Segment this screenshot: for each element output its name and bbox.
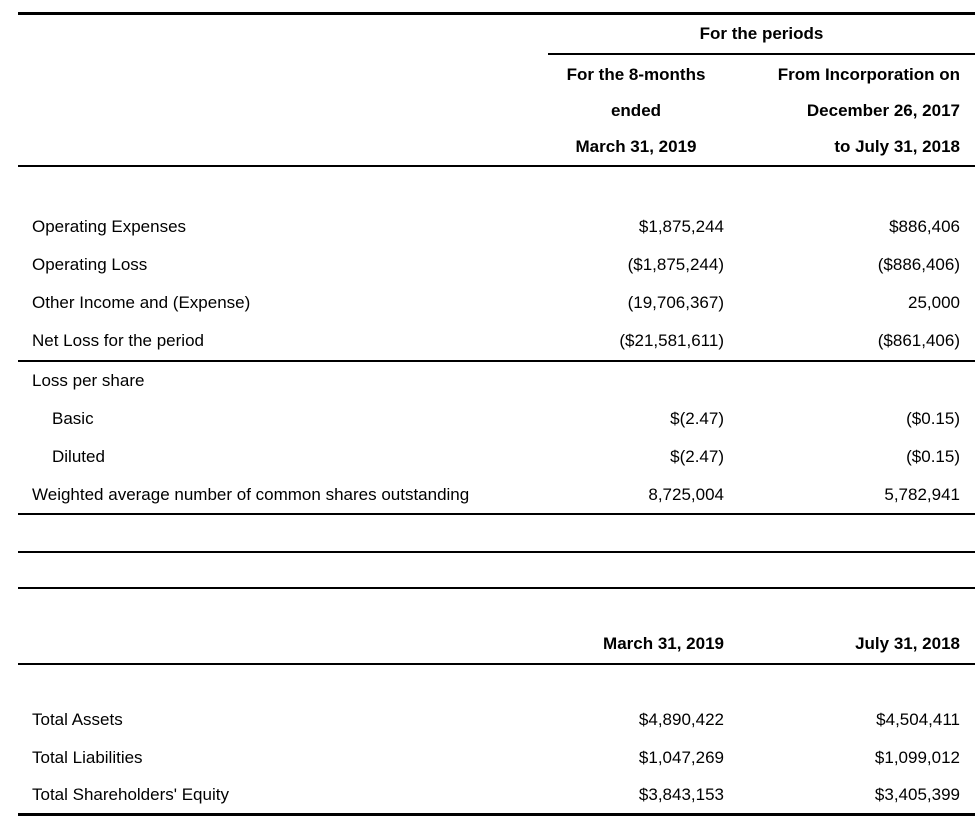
row-value-date-2: $3,405,399 <box>874 785 960 804</box>
table-row-other-income-expense: Other Income and (Expense) (19,706,367) … <box>18 284 975 322</box>
table-row-total-assets: Total Assets $4,890,422 $4,504,411 <box>18 701 975 739</box>
row-value-period-2: ($0.15) <box>906 447 960 466</box>
column-header-line: December 26, 2017 <box>806 101 960 120</box>
row-label: Total Liabilities <box>32 748 143 767</box>
row-value-period-2: ($861,406) <box>877 331 960 350</box>
balance-rows-section: Total Assets $4,890,422 $4,504,411 Total… <box>18 701 975 816</box>
balance-column-header-row: March 31, 2019 July 31, 2018 <box>18 589 975 665</box>
table-row-net-loss: Net Loss for the period ($21,581,611) ($… <box>18 322 975 360</box>
period-group-header-row: For the periods <box>18 15 975 55</box>
income-statement-table: For the periods For the 8-months ended M… <box>18 15 975 515</box>
row-value-date-2: $4,504,411 <box>876 710 960 729</box>
operating-results-section: Operating Expenses $1,875,244 $886,406 O… <box>18 208 975 362</box>
table-row-operating-loss: Operating Loss ($1,875,244) ($886,406) <box>18 246 975 284</box>
row-value-date-1: $1,047,269 <box>638 748 724 767</box>
table-row-weighted-average-shares: Weighted average number of common shares… <box>18 476 975 513</box>
row-value-date-1: $3,843,153 <box>638 785 724 804</box>
row-value-period-2: ($0.15) <box>906 409 960 428</box>
column-header-period-1: For the 8-months ended March 31, 2019 <box>548 55 724 165</box>
table-row-total-shareholders-equity: Total Shareholders' Equity $3,843,153 $3… <box>18 777 975 813</box>
row-label: Basic <box>52 409 94 428</box>
row-label: Operating Loss <box>32 255 148 274</box>
column-header-line: For the 8-months <box>566 65 706 84</box>
row-value-period-2: 5,782,941 <box>884 484 960 504</box>
row-value-period-1: 8,725,004 <box>648 484 724 504</box>
table-row-diluted: Diluted $(2.47) ($0.15) <box>18 438 975 476</box>
separator-rule <box>18 515 975 553</box>
column-header-date-2: July 31, 2018 <box>855 634 960 653</box>
row-value-period-1: $(2.47) <box>670 409 724 428</box>
table-row-total-liabilities: Total Liabilities $1,047,269 $1,099,012 <box>18 739 975 777</box>
row-value-period-2: $886,406 <box>889 217 960 236</box>
column-header-date-1: March 31, 2019 <box>603 634 724 653</box>
row-label: Weighted average number of common shares… <box>32 484 470 504</box>
row-value-period-1: ($21,581,611) <box>619 331 724 350</box>
column-header-period-2: From Incorporation on December 26, 2017 … <box>724 55 975 165</box>
table-row-basic: Basic $(2.47) ($0.15) <box>18 400 975 438</box>
row-value-period-2: ($886,406) <box>877 255 960 274</box>
table-row-loss-per-share: Loss per share <box>18 362 975 400</box>
row-label: Operating Expenses <box>32 217 187 236</box>
row-label: Total Shareholders' Equity <box>32 785 229 804</box>
column-header-line: ended <box>610 101 662 120</box>
row-value-period-1: $1,875,244 <box>638 217 724 236</box>
loss-per-share-section: Loss per share Basic $(2.47) ($0.15) Dil… <box>18 362 975 515</box>
row-label: Other Income and (Expense) <box>32 293 251 312</box>
row-label: Loss per share <box>32 371 145 390</box>
spacer <box>18 167 975 208</box>
period-group-header: For the periods <box>548 15 975 55</box>
row-value-date-1: $4,890,422 <box>638 710 724 729</box>
row-value-date-2: $1,099,012 <box>874 748 960 767</box>
table-row-operating-expenses: Operating Expenses $1,875,244 $886,406 <box>18 208 975 246</box>
separator-rule <box>18 553 975 589</box>
row-value-period-1: $(2.47) <box>670 447 724 466</box>
financial-statement-document: For the periods For the 8-months ended M… <box>18 12 975 816</box>
column-header-line: March 31, 2019 <box>575 137 697 156</box>
column-header-line: From Incorporation on <box>777 65 960 84</box>
income-column-header-row: For the 8-months ended March 31, 2019 Fr… <box>18 55 975 167</box>
row-label: Diluted <box>52 447 105 466</box>
row-value-period-2: 25,000 <box>908 293 960 312</box>
spacer <box>18 665 975 701</box>
row-value-period-1: (19,706,367) <box>627 293 724 312</box>
row-value-period-1: ($1,875,244) <box>627 255 724 274</box>
column-header-line: to July 31, 2018 <box>834 137 960 156</box>
balance-summary-table: March 31, 2019 July 31, 2018 Total Asset… <box>18 589 975 816</box>
row-label: Net Loss for the period <box>32 331 204 350</box>
row-label: Total Assets <box>32 710 123 729</box>
